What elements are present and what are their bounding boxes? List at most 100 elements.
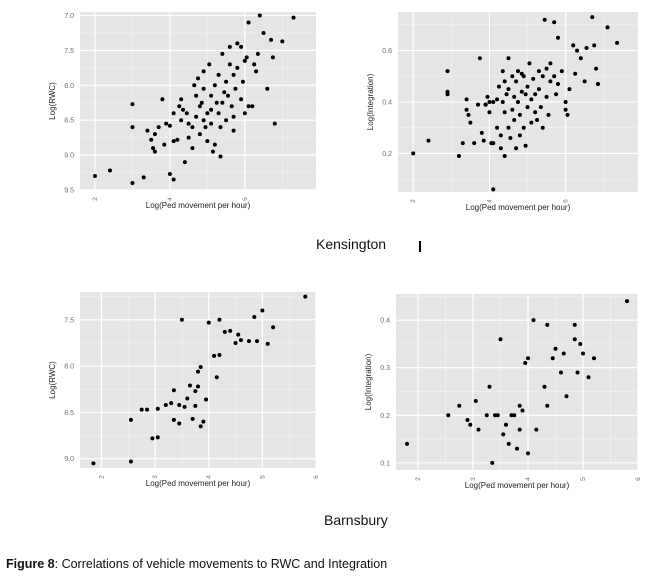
x-axis-label: Log(Ped movement per hour) (146, 479, 251, 488)
data-point (193, 403, 198, 408)
data-point (250, 104, 255, 109)
data-point (229, 104, 234, 109)
data-point (139, 407, 144, 412)
data-point (164, 121, 169, 126)
data-point (206, 320, 211, 325)
data-point (193, 389, 198, 394)
data-point (169, 401, 174, 406)
data-point (222, 90, 227, 95)
data-point (201, 419, 206, 424)
data-point (167, 171, 172, 176)
data-point (214, 100, 219, 105)
data-point (592, 356, 596, 361)
data-point (145, 128, 150, 133)
data-point (220, 51, 225, 56)
data-point (504, 422, 508, 427)
data-point (491, 141, 496, 146)
data-point (196, 76, 200, 81)
data-point (476, 102, 480, 107)
x-tick-label: 4 (206, 475, 213, 479)
data-point (502, 154, 507, 158)
data-point (175, 137, 180, 142)
data-point (445, 69, 450, 74)
y-tick-label: 0.2 (380, 413, 390, 420)
data-point (536, 69, 541, 74)
data-point (456, 154, 461, 158)
data-point (575, 370, 580, 375)
data-point (465, 418, 470, 423)
data-point (231, 128, 236, 133)
y-axis-label: Log(RWC) (48, 361, 57, 399)
data-point (91, 461, 96, 466)
data-point (171, 139, 176, 144)
data-point (521, 74, 526, 79)
data-point (198, 365, 203, 370)
y-tick-label: 0.4 (380, 318, 390, 325)
data-point (272, 121, 277, 126)
data-point (464, 107, 469, 112)
data-point (269, 37, 274, 42)
x-tick-label: 6 (635, 477, 642, 481)
data-point (514, 79, 519, 84)
data-point (218, 154, 223, 159)
x-tick-label: 4 (486, 199, 493, 203)
group-title-barnsbury: Barnsbury (324, 512, 388, 528)
data-point (525, 84, 530, 89)
data-point (564, 394, 569, 399)
data-point (523, 92, 528, 97)
data-point (270, 55, 275, 60)
data-point (498, 337, 503, 342)
data-point (529, 120, 534, 125)
x-tick-label: 2 (415, 477, 422, 481)
data-point (128, 459, 133, 464)
data-point (615, 40, 620, 45)
plot-background (80, 292, 316, 468)
data-point (217, 352, 222, 357)
data-point (509, 413, 514, 418)
data-point (464, 97, 469, 102)
data-point (517, 427, 522, 432)
group-title-kensington: Kensington (316, 236, 387, 252)
data-point (510, 74, 515, 79)
data-point (540, 125, 545, 130)
data-point (506, 441, 511, 446)
data-point (235, 41, 240, 46)
data-point (468, 120, 473, 125)
scatter-panel-3: 2 3 4 5 6 7.5 8.0 8.5 9.0 Log(Ped movement per ho… (48, 292, 320, 488)
y-tick-label: 0.1 (380, 460, 390, 467)
data-point (554, 92, 559, 97)
data-point (205, 111, 210, 116)
data-point (151, 146, 156, 151)
x-tick-label: 4 (525, 477, 532, 481)
data-point (495, 125, 500, 130)
data-point (227, 62, 232, 67)
data-point (544, 66, 549, 71)
data-point (149, 137, 154, 142)
x-tick-label: 3 (152, 475, 159, 479)
data-point (526, 356, 530, 361)
data-point (182, 404, 187, 409)
data-point (238, 338, 243, 343)
data-point (152, 132, 157, 137)
y-axis-label: Log(Integration) (366, 73, 375, 130)
x-tick-label: 3 (470, 477, 477, 481)
data-point (130, 125, 135, 130)
data-point (190, 125, 195, 130)
data-point (584, 46, 589, 50)
data-point (291, 15, 296, 20)
data-point (145, 407, 150, 412)
data-point (271, 325, 276, 330)
data-point (227, 44, 232, 49)
data-point (559, 69, 564, 74)
data-point (216, 72, 221, 77)
data-point (228, 328, 233, 333)
data-point (525, 105, 530, 110)
data-point (506, 56, 511, 61)
data-point (163, 403, 168, 408)
data-point (236, 332, 241, 337)
data-point (563, 107, 568, 112)
plot-background (80, 12, 316, 190)
y-tick-label: 7.5 (64, 48, 74, 55)
data-point (483, 102, 488, 107)
